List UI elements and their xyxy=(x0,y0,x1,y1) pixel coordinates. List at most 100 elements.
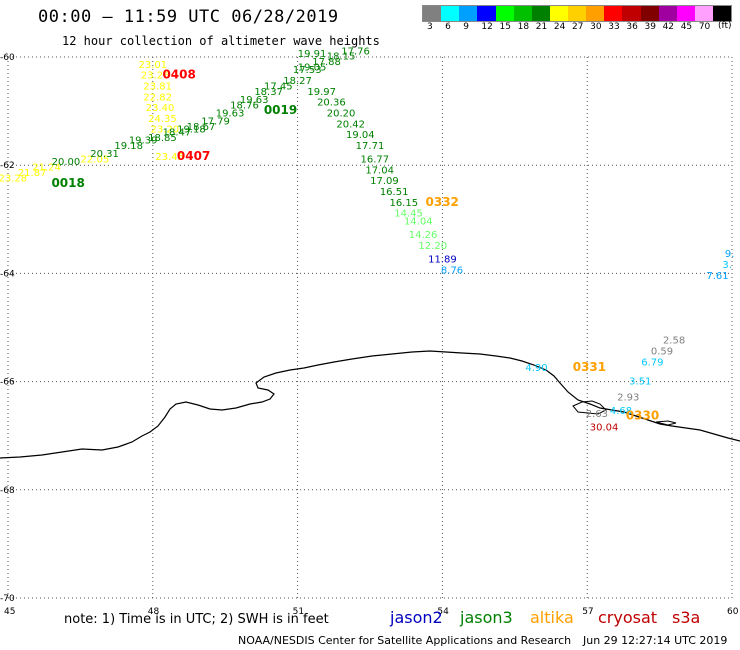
wave-height-value: 17.88 xyxy=(312,57,341,68)
legend-value-label: 18 xyxy=(517,22,530,32)
pass-time-label: 0018 xyxy=(51,176,84,190)
legend-swatch xyxy=(568,6,587,21)
legend-value-label: 6 xyxy=(445,22,451,32)
pass-time-label: 0331 xyxy=(573,360,606,374)
legend-swatch xyxy=(513,6,532,21)
wave-height-value: 2.93 xyxy=(617,393,639,404)
wave-height-value: 21.87 xyxy=(18,168,47,179)
wave-height-value: 17.09 xyxy=(370,176,399,187)
legend-value-label: 36 xyxy=(626,22,638,32)
wave-height-value: 16.15 xyxy=(389,198,418,209)
wave-height-value: 18.67 xyxy=(187,122,216,133)
coastline-detail xyxy=(572,400,607,415)
axis-tick-labels: 45 48 51 54 57 60 -60 -62 -64 -66 -68 -70 xyxy=(0,53,739,617)
legend-swatch xyxy=(586,6,605,21)
wave-height-value: 30.04 xyxy=(590,422,619,433)
color-scale-legend xyxy=(422,5,732,22)
wave-height-value: 21.24 xyxy=(32,163,61,174)
legend-swatch xyxy=(495,6,514,21)
legend-value-label: 12 xyxy=(481,22,493,32)
satellite-legend-item: altika xyxy=(530,608,574,627)
legend-value-label: 21 xyxy=(535,22,548,32)
legend-swatch xyxy=(676,6,695,21)
wave-height-value: 18.47 xyxy=(163,127,192,138)
wave-height-value: 19.18 xyxy=(177,125,206,136)
wave-height-value: 16.77 xyxy=(361,154,390,165)
wave-height-value: 20.00 xyxy=(52,157,81,168)
wave-height-value: 3.51 xyxy=(629,376,651,387)
wave-height-value: 14.26 xyxy=(409,230,438,241)
wave-height-value: 17.71 xyxy=(356,141,385,152)
wave-height-value: 14.45 xyxy=(394,209,423,220)
legend-value-label: 27 xyxy=(572,22,584,32)
legend-value-label: 3 xyxy=(427,22,433,32)
longitude-tick-label: 60 xyxy=(727,607,739,617)
wave-height-value: 12.20 xyxy=(418,241,447,252)
latitude-tick-label: -62 xyxy=(0,161,15,171)
wave-height-value: 23.81 xyxy=(143,81,172,92)
legend-swatch xyxy=(658,6,677,21)
page-title: 00:00 – 11:59 UTC 06/28/2019 xyxy=(38,7,339,27)
wave-height-value: 9. xyxy=(725,249,735,260)
legend-swatch xyxy=(531,6,550,21)
longitude-tick-label: 48 xyxy=(148,607,160,617)
wave-height-value: 19.39 xyxy=(129,136,158,147)
legend-swatch xyxy=(423,6,442,21)
legend-value-label: 39 xyxy=(644,22,656,32)
legend-value-label: 42 xyxy=(662,22,675,32)
wave-height-value: 17.79 xyxy=(201,117,230,128)
legend-value-label: 45 xyxy=(680,22,693,32)
legend-swatch xyxy=(694,6,713,21)
legend-swatch xyxy=(477,6,496,21)
wave-height-value: 20.31 xyxy=(90,149,119,160)
wave-height-value: 19.18 xyxy=(114,141,143,152)
longitude-tick-label: 51 xyxy=(293,607,304,617)
pass-time-labels: 0408 0407 0018 0019 0332 0331 0330 xyxy=(51,68,659,423)
wave-height-value: 23.01 xyxy=(138,60,167,71)
legend-value-label: 33 xyxy=(608,22,620,32)
wave-height-value: 23.26 xyxy=(141,71,170,82)
wave-height-value: 17.53 xyxy=(293,65,322,76)
legend-value-label: 70 xyxy=(698,22,711,32)
wave-height-value: 19.04 xyxy=(346,130,375,141)
wave-height-value: 18.85 xyxy=(148,133,177,144)
wave-height-value: 17.45 xyxy=(264,81,293,92)
antarctic-coastline xyxy=(0,350,740,459)
page-subtitle: 12 hour collection of altimeter wave hei… xyxy=(62,34,380,48)
wave-height-value: 19.91 xyxy=(298,49,327,60)
wave-height-value: 22.82 xyxy=(143,92,172,103)
wave-height-value: 22.05 xyxy=(81,154,110,165)
wave-height-value: 24.35 xyxy=(148,114,177,125)
wave-height-value: 2.63 xyxy=(586,409,608,420)
legend-value-label: 24 xyxy=(553,22,566,32)
wave-height-value: 4.90 xyxy=(525,363,547,374)
footer-credit: NOAA/NESDIS Center for Satellite Applica… xyxy=(238,634,572,647)
wave-height-value: 23.40 xyxy=(146,103,175,114)
satellite-legend-item: jason2 xyxy=(390,608,443,627)
wave-height-value: 19.63 xyxy=(216,109,245,120)
legend-swatch xyxy=(549,6,568,21)
pass-time-label: 0330 xyxy=(626,408,659,422)
wave-height-value: 20.42 xyxy=(336,119,365,130)
wave-height-value: 16.51 xyxy=(380,187,409,198)
satellite-legend-item: jason3 xyxy=(460,608,513,627)
longitude-tick-label: 45 xyxy=(4,607,15,617)
footer-note: note: 1) Time is in UTC; 2) SWH is in fe… xyxy=(64,612,329,627)
wave-height-value: 11.89 xyxy=(428,255,457,266)
wave-height-value: 4.68 xyxy=(610,406,632,417)
wave-height-value: 19.63 xyxy=(240,95,269,106)
wave-height-value: 23.45 xyxy=(155,152,184,163)
latitude-tick-label: -60 xyxy=(0,53,15,63)
longitude-tick-label: 57 xyxy=(582,607,593,617)
legend-value-label: 30 xyxy=(590,22,602,32)
wave-height-value: 18.76 xyxy=(230,100,259,111)
satellite-legend-item: s3a xyxy=(672,608,701,627)
latitude-tick-label: -64 xyxy=(0,269,15,279)
wave-height-value: 8.76 xyxy=(441,265,463,276)
wave-height-value: 18.27 xyxy=(283,76,312,87)
latitude-tick-label: -66 xyxy=(0,378,15,388)
legend-value-label: 15 xyxy=(499,22,511,32)
